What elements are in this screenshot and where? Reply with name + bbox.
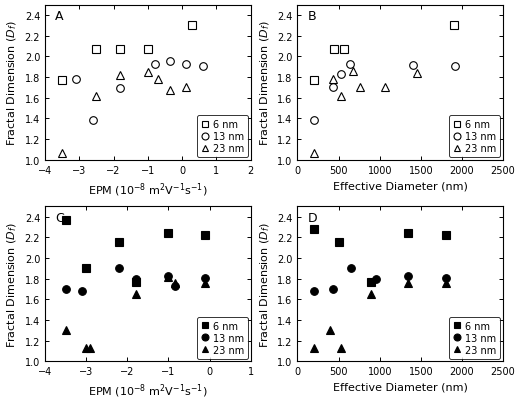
Legend: 6 nm, 13 nm, 23 nm: 6 nm, 13 nm, 23 nm bbox=[450, 317, 500, 358]
Text: C: C bbox=[55, 211, 64, 224]
X-axis label: EPM (10$^{-8}$ m$^2$V$^{-1}$s$^{-1}$): EPM (10$^{-8}$ m$^2$V$^{-1}$s$^{-1}$) bbox=[88, 181, 208, 198]
X-axis label: Effective Diameter (nm): Effective Diameter (nm) bbox=[333, 382, 468, 392]
Y-axis label: Fractal Dimension ($D_f$): Fractal Dimension ($D_f$) bbox=[258, 20, 271, 146]
Text: A: A bbox=[55, 10, 64, 23]
Text: D: D bbox=[308, 211, 317, 224]
X-axis label: EPM (10$^{-8}$ m$^2$V$^{-1}$s$^{-1}$): EPM (10$^{-8}$ m$^2$V$^{-1}$s$^{-1}$) bbox=[88, 382, 208, 399]
X-axis label: Effective Diameter (nm): Effective Diameter (nm) bbox=[333, 181, 468, 191]
Y-axis label: Fractal Dimension ($D_f$): Fractal Dimension ($D_f$) bbox=[6, 222, 19, 347]
Text: B: B bbox=[308, 10, 316, 23]
Legend: 6 nm, 13 nm, 23 nm: 6 nm, 13 nm, 23 nm bbox=[197, 317, 248, 358]
Legend: 6 nm, 13 nm, 23 nm: 6 nm, 13 nm, 23 nm bbox=[197, 116, 248, 158]
Legend: 6 nm, 13 nm, 23 nm: 6 nm, 13 nm, 23 nm bbox=[450, 116, 500, 158]
Y-axis label: Fractal Dimension ($D_f$): Fractal Dimension ($D_f$) bbox=[258, 222, 271, 347]
Y-axis label: Fractal Dimension ($D_f$): Fractal Dimension ($D_f$) bbox=[6, 20, 19, 146]
